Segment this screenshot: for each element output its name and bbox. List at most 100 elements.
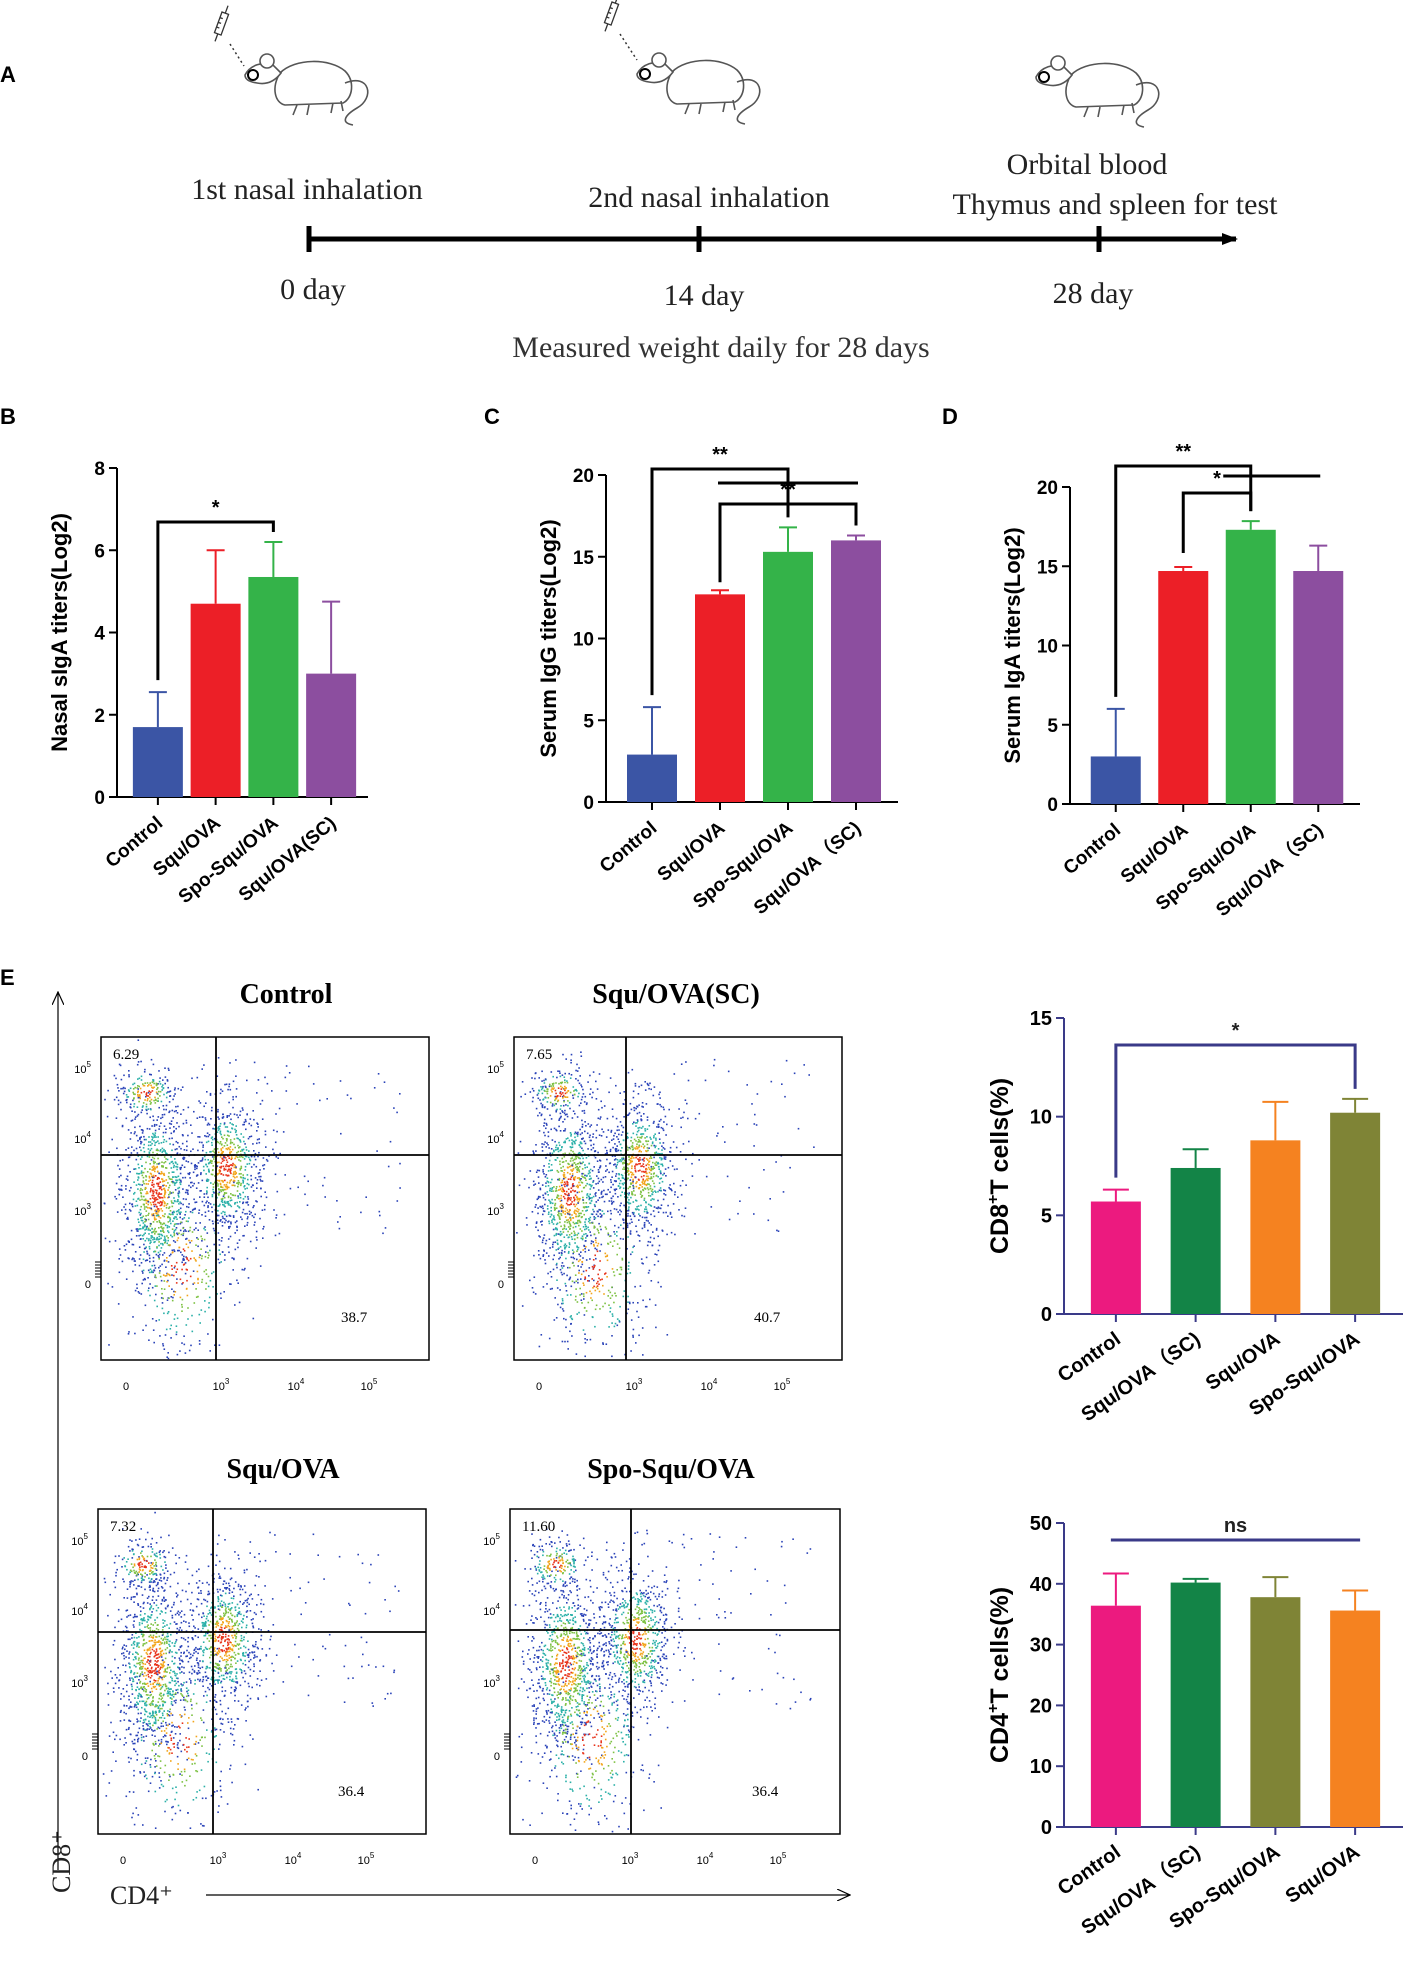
flow-dot [249,1159,252,1162]
flow-dot [584,1247,586,1250]
flow-dot [129,1720,132,1722]
flow-dot [560,1093,563,1096]
flow-dot [148,1287,150,1289]
flow-dot [255,1200,257,1202]
flow-dot [578,1253,580,1256]
flow-dot [232,1098,234,1101]
flow-dot [640,1133,642,1135]
flow-dot [154,1621,157,1624]
flow-dot [543,1082,546,1084]
flow-dot [608,1200,611,1202]
flow-dot [162,1297,164,1300]
flow-dot [173,1164,175,1167]
flow-dot [176,1278,178,1280]
flow-dot [198,1116,201,1118]
flow-dot [138,1538,141,1540]
flow-dot [616,1129,618,1132]
flow-dot [564,1243,567,1245]
quadrant-upper-left-value: 6.29 [113,1047,139,1063]
flow-dot [565,1104,567,1106]
flow-dot [222,1180,224,1182]
flow-dot [171,1679,173,1682]
flow-dot [247,1178,249,1181]
flow-dot [593,1166,595,1168]
flow-dot [231,1148,234,1151]
flow-dot [620,1202,622,1205]
flow-dot [585,1125,587,1127]
flow-dot [171,1274,173,1276]
flow-dot [562,1097,564,1099]
flow-dot [646,1116,649,1118]
flow-dot [566,1180,568,1183]
flow-dot [142,1639,145,1642]
flow-dot [204,1135,206,1137]
flow-dot [178,1145,181,1148]
flow-dot [168,1273,170,1276]
flow-dot [161,1161,163,1163]
flow-dot [638,1159,640,1161]
flow-dot [183,1250,186,1252]
flow-dot [157,1193,160,1196]
flow-dot [602,1343,604,1345]
flow-dot [148,1128,151,1130]
flow-dot [582,1282,585,1284]
flow-dot [556,1157,559,1159]
flow-dot [229,1113,232,1115]
panel-label-d: D [942,404,958,429]
flow-dot [254,1158,257,1161]
flow-dot [614,1158,617,1160]
flow-dot [607,1232,609,1235]
flow-dot [627,1201,630,1204]
flow-dot [262,1164,264,1167]
sig-bracket [1114,464,1253,697]
flow-dot [566,1171,569,1174]
flow-dot [158,1187,161,1190]
flow-dot [549,1247,551,1249]
flow-dot [239,1156,241,1158]
flow-dot [561,1249,563,1252]
flow-dot [196,1076,199,1079]
flow-dot [573,1281,576,1284]
flow-dot [576,1250,578,1252]
flow-dot [598,1197,601,1199]
flow-dot [127,1147,130,1149]
flow-dot [213,1203,215,1206]
flow-dot [198,1100,200,1102]
flow-dot [548,1211,550,1214]
flow-dot [230,1193,232,1195]
flow-dot [545,1097,547,1099]
flow-dot [237,1183,240,1186]
flow-dot [639,1157,641,1159]
flow-dot [177,1200,179,1203]
flow-dot [647,1140,650,1142]
flow-dot [589,1188,592,1190]
flow-dot [555,1264,558,1266]
flow-dot [218,1161,220,1164]
flow-dot [243,1152,246,1154]
flow-dot [135,1147,138,1150]
flow-dot [265,1158,268,1161]
flow-dot [244,1143,246,1145]
flow-dot [176,1213,178,1216]
flow-dot [130,1132,132,1134]
flow-dot [219,1141,222,1143]
flow-dot [564,1181,566,1183]
flow-dot [219,1132,222,1134]
flow-dot [593,1233,596,1235]
flow-dot [650,1190,653,1192]
flow-dot [607,1242,609,1245]
flow-dot [645,1168,647,1171]
flow-dot [713,1058,716,1061]
flow-dot [219,1182,222,1185]
flow-dot [258,1138,260,1140]
flow-dot [140,1212,142,1215]
flow-dot [163,1184,166,1186]
flow-dot [197,1278,199,1281]
flow-dot [636,1112,639,1115]
flow-dot [227,1155,229,1157]
flow-dot [591,1169,594,1172]
flow-dot [172,1166,175,1169]
flow-dot [564,1092,567,1095]
flow-dot [143,1091,145,1093]
flow-dot [528,1186,530,1189]
